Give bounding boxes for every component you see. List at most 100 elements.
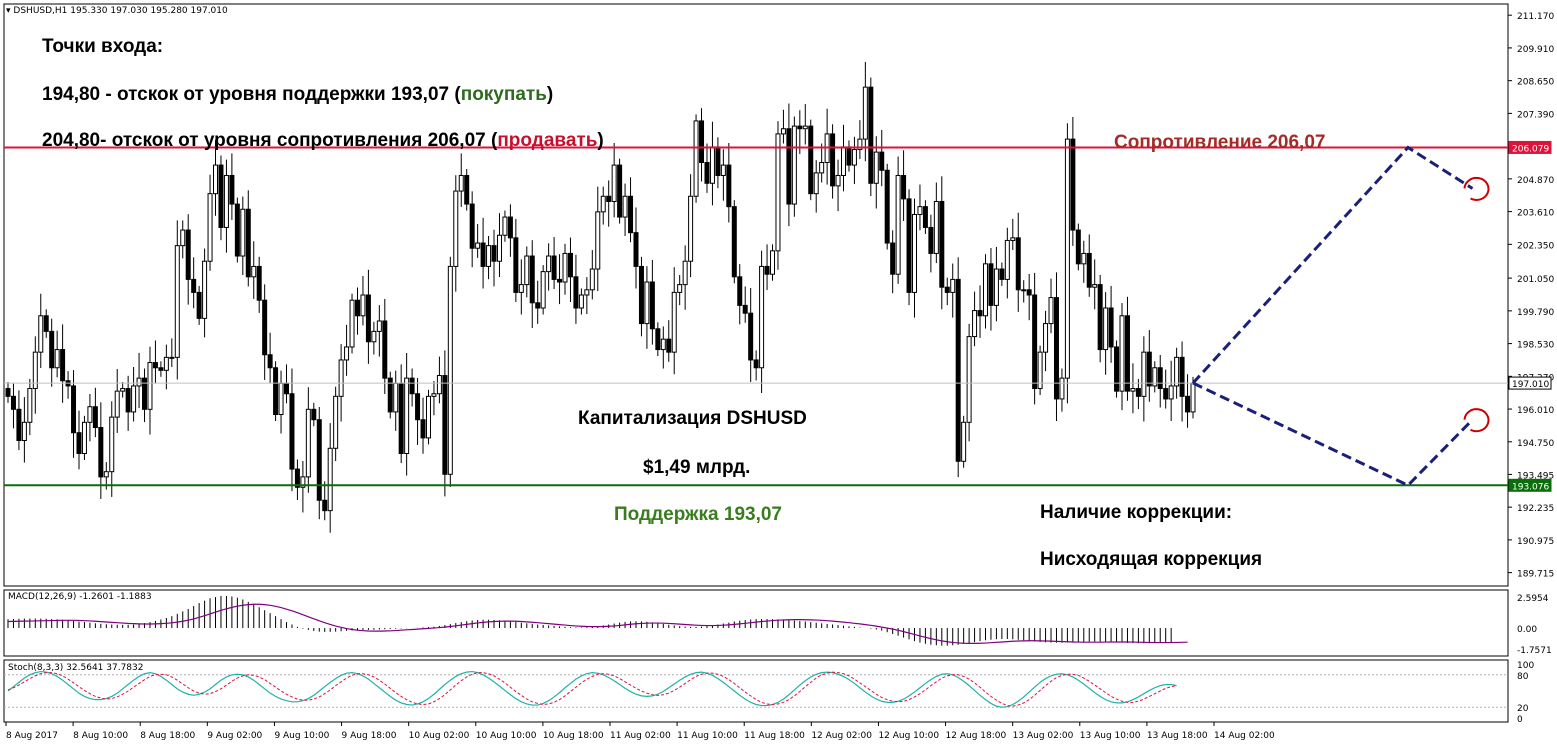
candle-body: [1108, 307, 1114, 348]
candle-body: [131, 385, 137, 413]
candle-body: [311, 408, 317, 421]
price-axis-tick-label: 193.495: [1517, 471, 1554, 481]
candle-body: [649, 281, 655, 330]
macd-pane-frame: [3, 589, 1509, 657]
end-circle-marker: [1463, 408, 1490, 433]
candle-body: [229, 174, 235, 205]
macd-histogram: [7, 595, 1172, 646]
time-axis-label: 13 Aug 10:00: [1080, 731, 1141, 741]
candle-body: [387, 377, 393, 413]
stoch-axis-label: 20: [1517, 704, 1529, 714]
candle-body: [1174, 356, 1180, 387]
time-axis-label: 12 Aug 10:00: [878, 731, 939, 741]
candle-body: [1021, 289, 1027, 292]
stoch-label: Stoch(8,3,3) 32.5641 37.7832: [8, 663, 144, 673]
projection-path: [1191, 145, 1474, 385]
candle-body: [1092, 284, 1098, 288]
projection-path: [1192, 381, 1474, 488]
candle-body: [152, 362, 158, 369]
candle-body: [207, 193, 213, 262]
time-axis-label: 11 Aug 18:00: [744, 731, 805, 741]
candle-body: [906, 198, 912, 293]
symbol-dropdown-icon[interactable]: ▾: [6, 6, 11, 16]
candle-body: [180, 229, 186, 247]
entry-buy-close: ): [546, 84, 554, 105]
candle-body: [174, 245, 180, 358]
candle-body: [393, 382, 399, 413]
capitalization-value: $1,49 млрд.: [643, 457, 751, 478]
candle-body: [1185, 395, 1191, 413]
candle-body: [895, 174, 901, 275]
candle-body: [333, 395, 339, 449]
candle-body: [562, 252, 568, 283]
candle-body: [486, 245, 492, 267]
candle-body: [993, 268, 999, 306]
candle-body: [813, 172, 819, 195]
candle-body: [300, 476, 306, 488]
price-axis-tick-label: 201.050: [1517, 275, 1554, 285]
candle-body: [633, 232, 639, 267]
candle-body: [420, 419, 426, 439]
candle-body: [278, 382, 284, 416]
candle-body: [289, 393, 295, 470]
candle-body: [808, 125, 814, 195]
candle-body: [32, 351, 38, 390]
candle-body: [1114, 346, 1120, 392]
candle-body: [507, 216, 513, 239]
candle-body: [147, 362, 153, 410]
candle-body: [436, 375, 442, 395]
candle-body: [1146, 351, 1152, 387]
candle-body: [671, 291, 677, 353]
candle-body: [955, 278, 961, 462]
candle-body: [693, 120, 699, 197]
candle-body: [338, 359, 344, 397]
candle-body: [972, 310, 978, 338]
candle-body: [491, 245, 497, 262]
candle-body: [868, 86, 874, 184]
symbol-header: ▾ DSHUSD,H1 195.330 197.030 195.280 197.…: [6, 6, 228, 16]
candle-body: [628, 195, 634, 234]
correction-title: Наличие коррекции:: [1040, 502, 1233, 523]
candle-body: [578, 294, 584, 309]
candle-body: [81, 421, 87, 454]
candle-body: [109, 416, 115, 473]
candle-body: [600, 195, 606, 213]
candle-body: [638, 265, 644, 325]
candle-body: [1168, 385, 1174, 400]
candle-body: [218, 164, 224, 228]
candle-body: [54, 349, 60, 369]
candle-body: [371, 330, 377, 343]
candle-body: [453, 190, 459, 267]
candle-body: [688, 195, 694, 262]
stoch-axis-label: 100: [1517, 661, 1534, 671]
candle-body: [327, 447, 333, 512]
candle-body: [344, 346, 350, 361]
candle-body: [1179, 356, 1185, 397]
time-axis-label: 12 Aug 18:00: [946, 731, 1007, 741]
candle-body: [731, 206, 737, 278]
time-axis-label: 13 Aug 02:00: [1013, 731, 1074, 741]
price-axis-tick-label: 190.975: [1517, 537, 1554, 547]
candle-body: [496, 234, 502, 262]
candle-body: [1037, 351, 1043, 390]
time-axis-label: 8 Aug 2017: [6, 731, 58, 741]
stoch-pane-frame: [3, 659, 1509, 723]
candle-body: [584, 289, 590, 296]
time-axis-label: 9 Aug 18:00: [342, 731, 397, 741]
candle-body: [1097, 284, 1103, 351]
candle-body: [480, 242, 486, 267]
candle-body: [873, 151, 879, 184]
candle-body: [409, 377, 415, 395]
candle-body: [977, 310, 983, 317]
entry-sell-line: 204,80- отскок от уровня сопротивления 2…: [42, 130, 604, 152]
ohlc-values: 195.330 197.030 195.280 197.010: [70, 6, 228, 16]
candle-body: [677, 284, 683, 293]
candle-body: [49, 330, 55, 369]
price-axis-tick-label: 208.650: [1517, 78, 1554, 88]
candle-body: [835, 174, 841, 187]
candle-body: [125, 388, 131, 413]
time-axis-label: 11 Aug 02:00: [610, 731, 671, 741]
entry-buy-text: 194,80 - отскок от уровня поддержки 193,…: [42, 84, 461, 105]
candle-body: [196, 291, 202, 319]
